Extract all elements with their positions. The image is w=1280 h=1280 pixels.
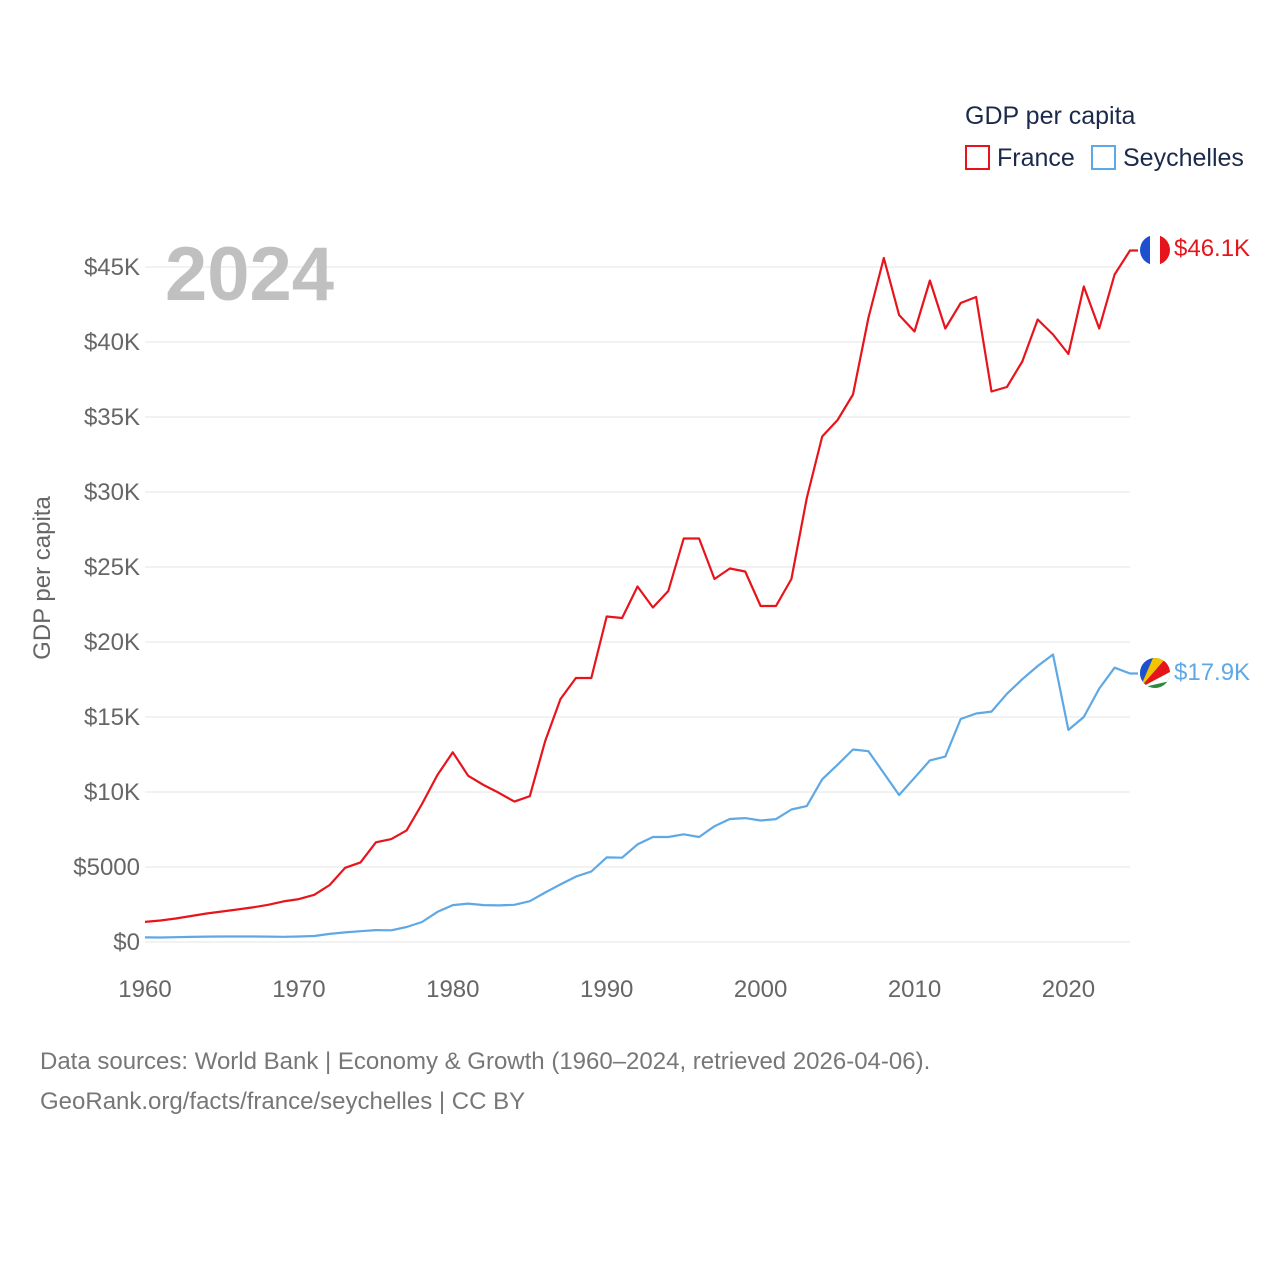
y-tick-label: $5000	[73, 854, 140, 881]
y-axis-title: GDP per capita	[29, 496, 56, 660]
y-tick-label: $0	[113, 929, 140, 956]
end-label-seychelles: $17.9K	[1174, 659, 1250, 686]
x-tick-label: 2020	[1042, 976, 1095, 1003]
y-tick-label: $40K	[84, 329, 140, 356]
series-lines	[144, 249, 1138, 939]
x-tick-label: 2010	[888, 976, 941, 1003]
x-tick-label: 1960	[118, 976, 171, 1003]
legend: GDP per capita France Seychelles	[965, 102, 1244, 172]
series-line-france[interactable]	[144, 249, 1138, 923]
legend-label-seychelles[interactable]: Seychelles	[1123, 144, 1244, 172]
y-tick-label: $35K	[84, 404, 140, 431]
series-line-seychelles[interactable]	[144, 653, 1138, 939]
seychelles-flag-icon	[1140, 658, 1170, 688]
y-tick-label: $30K	[84, 479, 140, 506]
legend-label-france[interactable]: France	[997, 144, 1075, 172]
legend-swatch-france[interactable]	[965, 145, 990, 170]
year-label: 2024	[165, 232, 334, 317]
legend-title: GDP per capita	[965, 102, 1136, 130]
y-tick-label: $25K	[84, 554, 140, 581]
y-tick-label: $45K	[84, 254, 140, 281]
y-tick-label: $15K	[84, 704, 140, 731]
x-tick-label: 1970	[272, 976, 325, 1003]
y-tick-label: $20K	[84, 629, 140, 656]
end-label-france: $46.1K	[1174, 235, 1250, 262]
source-url[interactable]: GeoRank.org/facts/france/seychelles | CC…	[40, 1088, 526, 1115]
x-axis-ticks: 1960 1970 1980 1990 2000 2010 2020	[118, 976, 1095, 1003]
source-footer: Data sources: World Bank | Economy & Gro…	[40, 1042, 1240, 1122]
x-tick-label: 2000	[734, 976, 787, 1003]
y-axis-ticks: $0 $5000 $10K $15K $20K $25K $30K $35K $40K $45K	[73, 254, 140, 956]
france-flag-icon	[1140, 235, 1170, 265]
legend-swatch-seychelles[interactable]	[1091, 145, 1116, 170]
source-line: Data sources: World Bank | Economy & Gro…	[40, 1048, 931, 1075]
x-tick-label: 1990	[580, 976, 633, 1003]
gridlines	[145, 266, 1130, 943]
y-tick-label: $10K	[84, 779, 140, 806]
x-tick-label: 1980	[426, 976, 479, 1003]
